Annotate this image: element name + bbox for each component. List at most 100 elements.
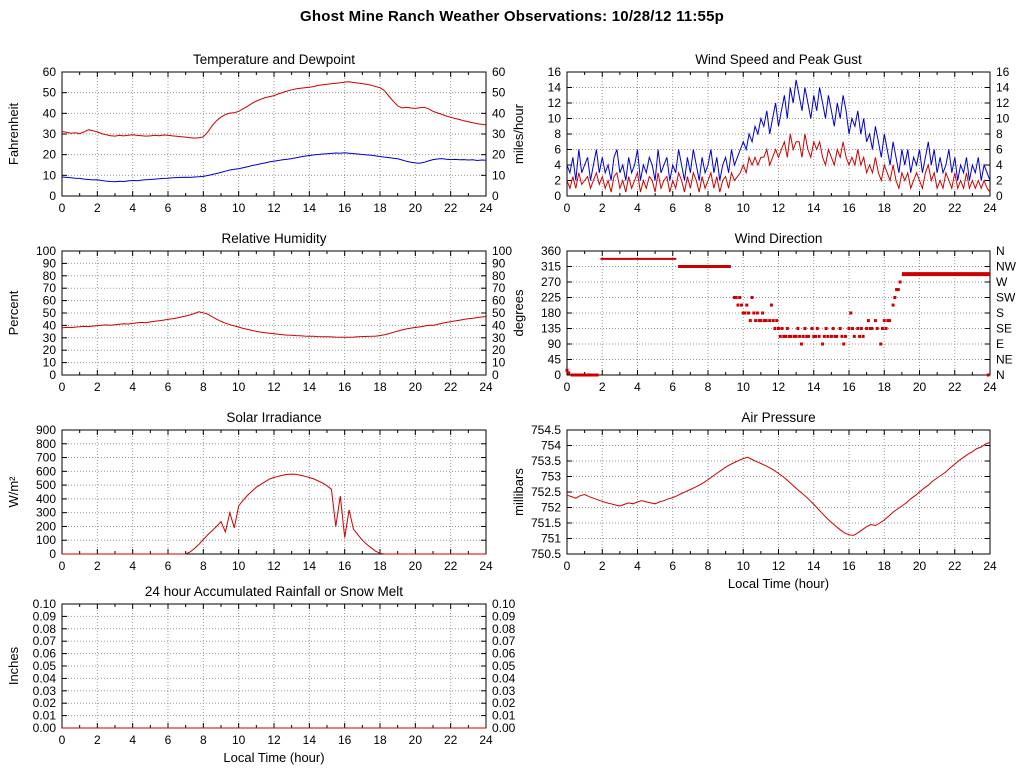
y-tick-label-right: 30 <box>492 127 506 141</box>
y-tick-label-right: 40 <box>492 106 506 120</box>
direction-point <box>775 319 779 323</box>
direction-point <box>743 311 747 315</box>
x-tick-label: 10 <box>737 201 751 215</box>
direction-point <box>886 319 890 323</box>
x-tick-label: 22 <box>948 201 962 215</box>
direction-point <box>752 311 756 315</box>
y-tick-label-left: 0 <box>49 547 56 561</box>
y-tick-label-left: 30 <box>43 331 57 345</box>
y-tick-label-left: 40 <box>43 106 57 120</box>
y-tick-label-left: 45 <box>548 353 562 367</box>
y-axis-label: Inches <box>6 646 21 685</box>
y-tick-label-left: 4 <box>554 158 561 172</box>
y-tick-label-left: 0 <box>554 189 561 203</box>
y-tick-label-right: 2 <box>996 174 1003 188</box>
y-tick-label-left: 300 <box>36 506 56 520</box>
x-tick-label: 4 <box>634 380 641 394</box>
y-tick-label-right: 30 <box>492 331 506 345</box>
y-tick-label-left: 200 <box>36 519 56 533</box>
series-irradiance <box>62 473 486 555</box>
y-tick-label-right: 0.02 <box>492 696 516 710</box>
direction-point <box>773 327 777 330</box>
direction-point <box>893 296 897 299</box>
direction-point <box>822 334 826 338</box>
y-tick-label-right: 50 <box>492 306 506 320</box>
x-tick-label: 0 <box>59 380 66 394</box>
x-tick-label: 12 <box>772 380 786 394</box>
x-tick-label: 16 <box>338 201 352 215</box>
direction-point <box>784 334 788 338</box>
y-tick-label-right: 100 <box>492 244 512 258</box>
direction-point <box>757 319 761 323</box>
direction-point <box>833 334 837 338</box>
x-tick-label: 2 <box>94 733 101 747</box>
y-tick-label-left: 12 <box>548 96 562 110</box>
x-tick-label: 20 <box>913 201 927 215</box>
y-tick-label-right: 6 <box>996 143 1003 157</box>
y-tick-label-right: 0 <box>492 368 499 382</box>
y-tick-label-left: 0.01 <box>33 709 57 723</box>
direction-point <box>895 288 899 292</box>
direction-point <box>768 319 772 323</box>
direction-point <box>849 311 853 315</box>
y-tick-label-left: 60 <box>43 65 57 79</box>
y-tick-label-right: 90 <box>492 256 506 270</box>
x-axis-label: Local Time (hour) <box>728 576 829 591</box>
direction-point <box>792 334 796 338</box>
y-tick-label-right: 0.08 <box>492 622 516 636</box>
x-tick-label: 6 <box>165 733 172 747</box>
direction-point <box>565 368 569 372</box>
y-tick-label-left: 50 <box>43 306 57 320</box>
x-tick-label: 20 <box>913 380 927 394</box>
x-tick-label: 14 <box>303 380 317 394</box>
y-tick-label-left: 754 <box>541 439 561 453</box>
y-axis-label: Fahrenheit <box>6 103 21 166</box>
y-tick-label-left: 8 <box>554 127 561 141</box>
x-tick-label: 2 <box>599 559 606 573</box>
x-tick-label: 16 <box>842 201 856 215</box>
y-tick-label-left: 0 <box>554 368 561 382</box>
y-tick-label-left: 10 <box>43 356 57 370</box>
x-tick-label: 24 <box>983 380 997 394</box>
y-tick-label-left: 20 <box>43 343 57 357</box>
y-tick-label-right: 14 <box>996 81 1010 95</box>
y-tick-label-left: 10 <box>43 168 57 182</box>
x-tick-label: 12 <box>772 559 786 573</box>
direction-point <box>851 327 855 330</box>
compass-label: S <box>996 306 1004 320</box>
x-tick-label: 4 <box>634 201 641 215</box>
x-tick-label: 0 <box>59 559 66 573</box>
y-tick-label-right: 0.04 <box>492 671 516 685</box>
y-tick-label-left: 0.09 <box>33 609 57 623</box>
x-tick-label: 20 <box>409 380 423 394</box>
x-tick-label: 8 <box>200 380 207 394</box>
direction-point <box>891 303 895 307</box>
y-tick-label-left: 0.03 <box>33 684 57 698</box>
y-tick-label-left: 751.5 <box>531 516 561 530</box>
y-tick-label-right: 4 <box>996 158 1003 172</box>
direction-point <box>745 303 749 307</box>
direction-point <box>861 334 865 338</box>
x-tick-label: 6 <box>165 559 172 573</box>
direction-point <box>814 334 818 338</box>
y-tick-label-left: 750.5 <box>531 547 561 561</box>
x-tick-label: 24 <box>479 380 493 394</box>
x-tick-label: 6 <box>165 201 172 215</box>
direction-point <box>858 334 862 338</box>
compass-label: SW <box>996 291 1016 305</box>
direction-point <box>748 319 752 323</box>
y-tick-label-right: 10 <box>492 168 506 182</box>
y-axis-label: W/m² <box>6 476 21 508</box>
y-tick-label-right: 50 <box>492 86 506 100</box>
y-tick-label-left: 752.5 <box>531 485 561 499</box>
y-tick-label-left: 225 <box>541 291 561 305</box>
x-tick-label: 0 <box>564 201 571 215</box>
x-tick-label: 12 <box>267 380 281 394</box>
compass-label: NE <box>996 353 1013 367</box>
page-title: Ghost Mine Ranch Weather Observations: 1… <box>299 8 724 25</box>
x-tick-label: 22 <box>444 201 458 215</box>
x-tick-label: 16 <box>842 559 856 573</box>
direction-point <box>868 327 872 330</box>
y-tick-label-left: 700 <box>36 451 56 465</box>
y-tick-label-right: 16 <box>996 65 1010 79</box>
